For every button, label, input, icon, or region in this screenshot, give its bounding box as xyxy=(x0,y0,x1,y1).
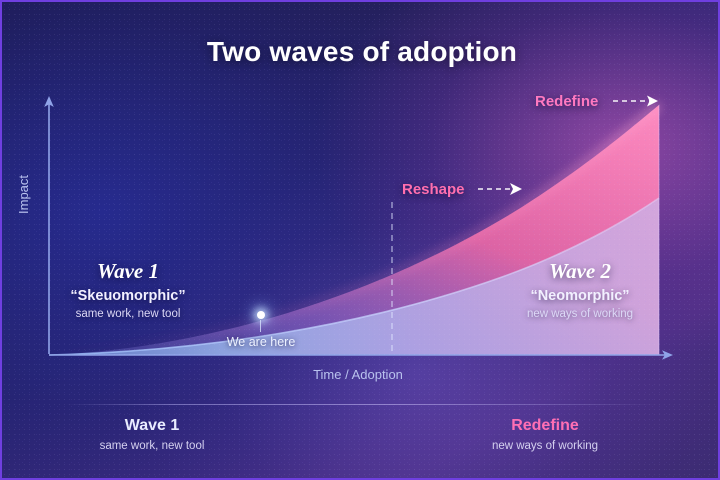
wave1-area xyxy=(49,198,659,355)
reshape-callout-label: Reshape xyxy=(402,181,465,198)
wave1-title: Wave 1 xyxy=(96,259,159,283)
legend-item-subtitle: new ways of working xyxy=(491,440,599,453)
wave2-glow xyxy=(48,101,662,360)
legend-divider xyxy=(66,404,658,405)
x-axis-arrowhead xyxy=(662,350,673,360)
wave1-edge xyxy=(48,197,660,356)
wave1-quote: “Skeuomorphic” xyxy=(70,288,186,305)
y-axis-label: Impact xyxy=(16,174,31,214)
legend-item-wave1: Wave 1 same work, new tool xyxy=(22,416,282,452)
wave2-quote: “Neomorphic” xyxy=(530,288,630,305)
legend-item-redefine: Redefine new ways of working xyxy=(415,416,675,452)
y-axis-arrowhead xyxy=(44,96,54,107)
wave2-annotation: Wave 2 “Neomorphic” new ways of working xyxy=(470,259,690,321)
wave1-annotation: Wave 1 “Skeuomorphic” same work, new too… xyxy=(18,259,238,321)
wave2-subtitle: new ways of working xyxy=(526,308,634,321)
wave2-title: Wave 2 xyxy=(548,259,611,283)
we-are-here-marker-stem xyxy=(260,320,261,332)
wave1-subtitle: same work, new tool xyxy=(75,308,181,321)
page-title: Two waves of adoption xyxy=(206,36,518,67)
redefine-arrow xyxy=(613,95,658,107)
reshape-arrow xyxy=(478,183,522,195)
legend-item-subtitle: same work, new tool xyxy=(99,440,205,453)
redefine-callout-label: Redefine xyxy=(535,93,599,110)
legend-item-title: Redefine xyxy=(511,417,579,434)
we-are-here-label: We are here xyxy=(226,335,296,349)
x-axis-label: Time / Adoption xyxy=(313,367,403,382)
we-are-here-marker-dot xyxy=(257,311,265,319)
legend-item-title: Wave 1 xyxy=(124,417,180,434)
